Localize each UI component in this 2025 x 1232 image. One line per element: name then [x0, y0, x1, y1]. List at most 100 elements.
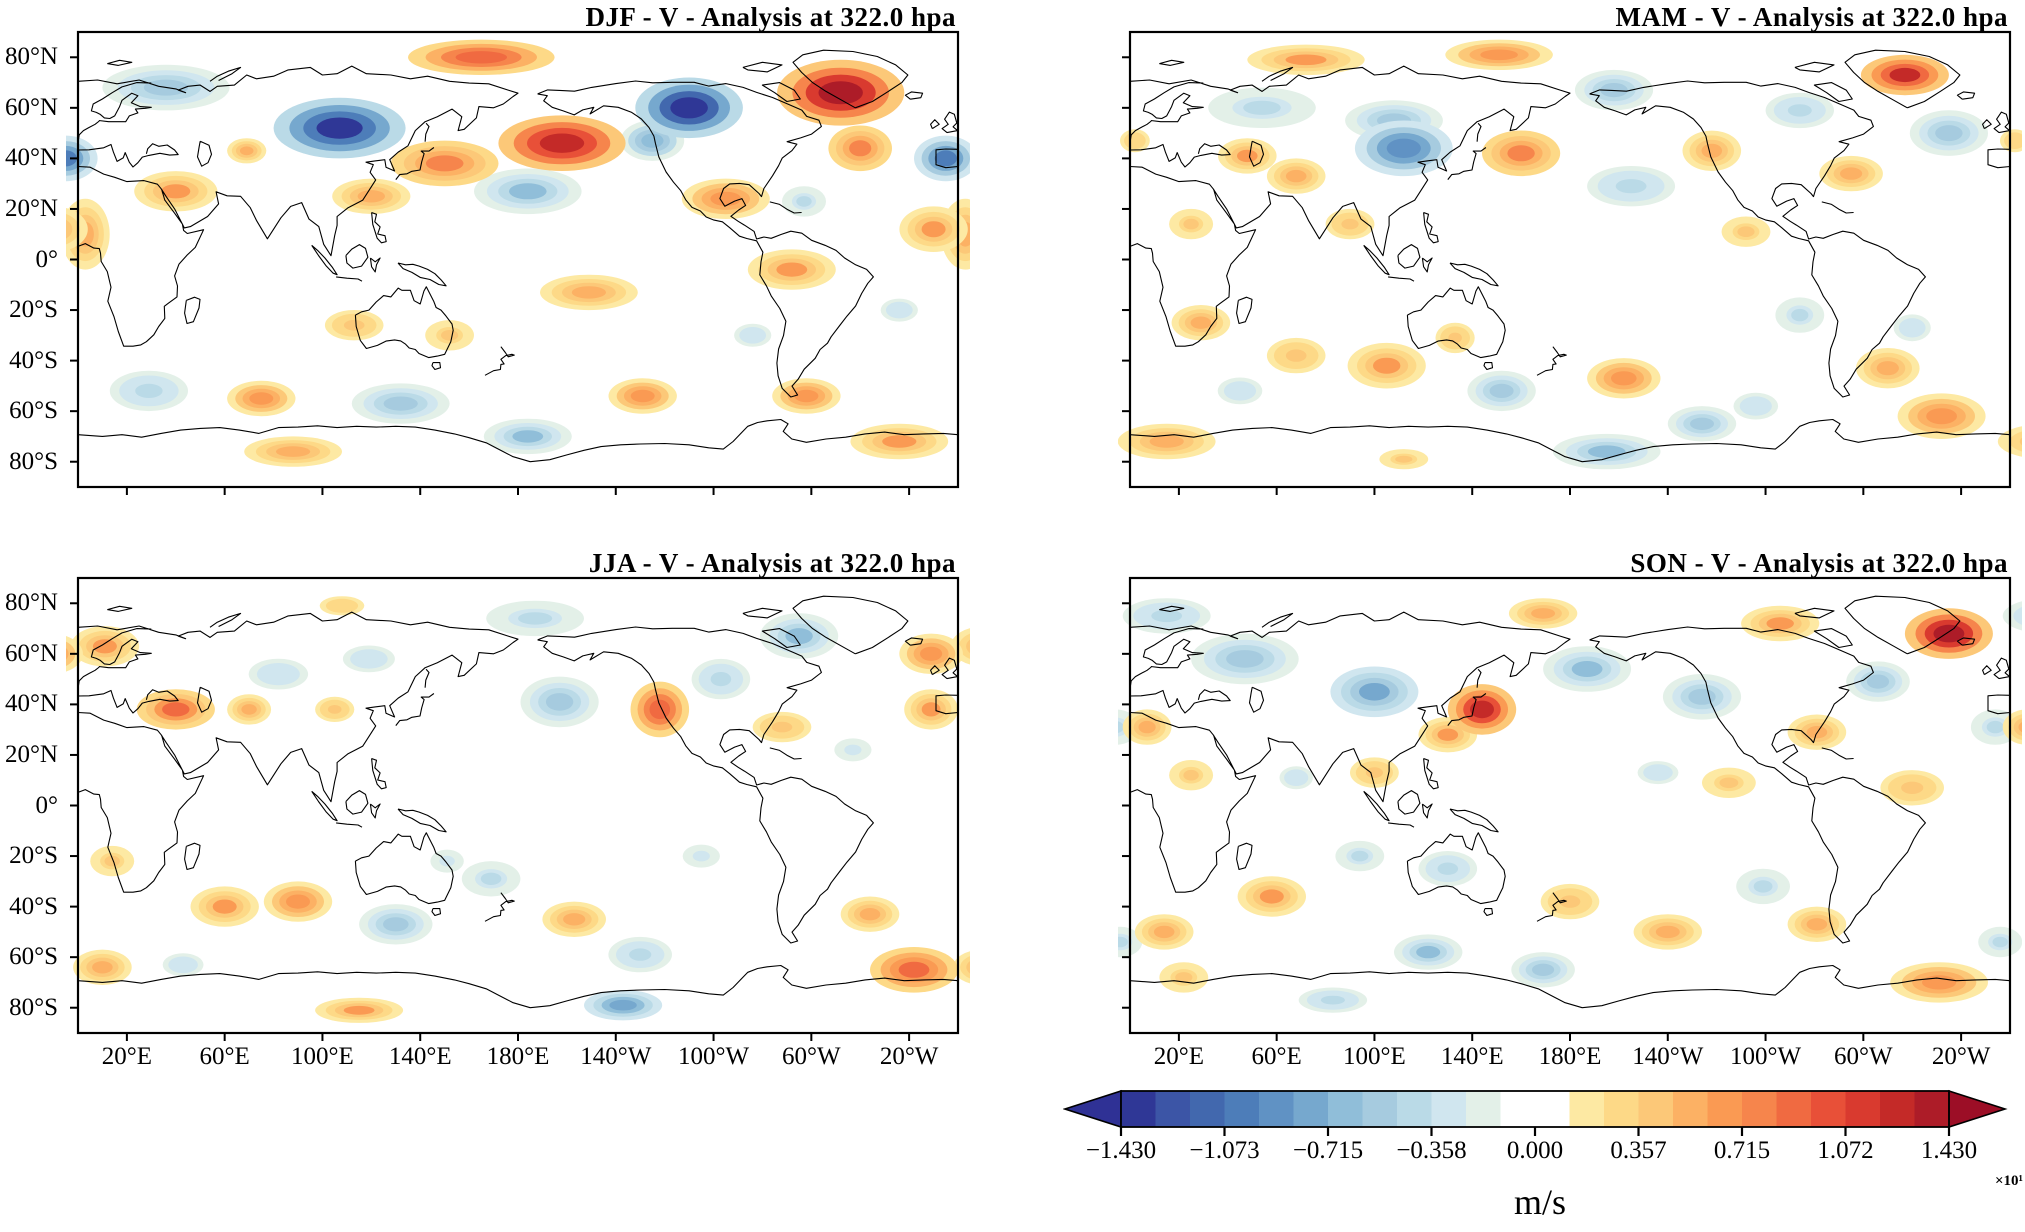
anomaly-contour: [1226, 650, 1264, 668]
anomaly-contour: [563, 913, 586, 926]
anomaly-contour: [1489, 383, 1514, 398]
anomaly-contour: [710, 672, 732, 687]
tick-marks: [1122, 56, 1963, 495]
y-tick-label: 20°N: [4, 194, 58, 222]
anomaly-contour: [383, 917, 409, 932]
colorbar-segment: [1293, 1091, 1329, 1127]
anomaly-contour: [441, 330, 459, 341]
anomaly-contour: [966, 639, 970, 654]
colorbar-segment: [1259, 1091, 1294, 1127]
anomaly-contour: [641, 133, 664, 148]
contour-field: [1118, 39, 2022, 470]
colorbar-segment: [1500, 1091, 1536, 1127]
anomaly-contour: [286, 894, 310, 909]
colorbar-segment: [1742, 1091, 1777, 1127]
colorbar-segment: [1604, 1091, 1639, 1127]
contour-field: [66, 39, 970, 467]
anomaly-contour: [383, 396, 418, 411]
anomaly-contour: [1903, 321, 1921, 334]
coastlines: [77, 49, 959, 463]
anomaly-contour: [1288, 772, 1304, 783]
anomaly-contour: [1876, 361, 1899, 376]
anomaly-contour: [1532, 963, 1555, 976]
anomaly-contour: [1791, 308, 1809, 322]
anomaly-contour: [2019, 437, 2022, 446]
colorbar-segment: [1845, 1091, 1881, 1127]
anomaly-contour: [135, 383, 163, 398]
coastlines: [1129, 595, 2011, 1009]
anomaly-contour: [1320, 995, 1345, 1005]
anomaly-contour: [249, 392, 274, 405]
anomaly-contour: [859, 908, 881, 921]
anomaly-contour: [480, 872, 502, 885]
anomaly-contour: [1395, 455, 1413, 463]
anomaly-contour: [509, 183, 547, 200]
x-tick-label: 100°W: [1730, 1043, 1802, 1070]
y-tick-label: 40°N: [4, 690, 58, 718]
colorbar-segment: [1328, 1091, 1363, 1127]
anomaly-contour: [2018, 722, 2022, 733]
colorbar-tick-label: 1.072: [1817, 1137, 1874, 1164]
anomaly-contour: [1933, 624, 1965, 643]
anomaly-contour: [1901, 781, 1924, 794]
anomaly-contour: [1243, 100, 1281, 115]
anomaly-contour: [934, 150, 957, 167]
y-tick-label: 80°N: [4, 589, 58, 617]
map-panel-mam: MAM - V - Analysis at 322.0 hpa: [1118, 2, 2022, 495]
anomaly-contour: [1840, 167, 1863, 180]
panel-title-djf: DJF - V - Analysis at 322.0 hpa: [585, 2, 956, 32]
colorbar-units-label: m/s: [1513, 1182, 1567, 1222]
anomaly-contour: [1183, 769, 1199, 781]
anomaly-contour: [356, 652, 381, 666]
anomaly-contour: [1922, 975, 1957, 990]
anomaly-contour: [425, 155, 464, 172]
colorbar-tick-label: −1.073: [1189, 1137, 1260, 1164]
colorbar-segment: [1776, 1091, 1812, 1127]
anomaly-contour: [239, 146, 254, 156]
anomaly-contour: [1118, 936, 1128, 948]
anomaly-contour: [104, 855, 120, 867]
anomaly-contour: [276, 446, 311, 457]
anomaly-contour: [1507, 145, 1535, 162]
colorbar-tick-label: −1.430: [1085, 1137, 1157, 1164]
anomaly-contour: [2008, 135, 2022, 146]
tick-marks: [70, 602, 911, 1041]
anomaly-contour: [212, 899, 237, 914]
map-plot-djf: [66, 30, 970, 495]
colorbar-segment: [1707, 1091, 1743, 1127]
anomaly-contour: [1416, 945, 1441, 959]
colorbar-segment: [1638, 1091, 1674, 1127]
anomaly-contour: [173, 959, 193, 971]
anomaly-contour: [1285, 169, 1307, 183]
y-tick-label: 0°: [35, 791, 59, 819]
anomaly-contour: [1531, 608, 1556, 619]
anomaly-contour: [2009, 431, 2022, 452]
anomaly-contour: [890, 304, 908, 316]
anomaly-contour: [960, 956, 970, 979]
y-tick-label: 80°N: [4, 43, 58, 71]
anomaly-contour: [1437, 862, 1459, 875]
anomaly-contour: [1285, 54, 1327, 66]
anomaly-contour: [1753, 880, 1773, 893]
anomaly-contour: [1690, 417, 1714, 430]
anomaly-contour: [771, 721, 793, 733]
anomaly-contour: [1373, 357, 1401, 374]
anomaly-contour: [629, 948, 652, 961]
x-tick-label: 140°E: [1440, 1043, 1504, 1070]
map-plot-mam: [1118, 30, 2022, 495]
colorbar-left-arrow: [1062, 1089, 1122, 1129]
anomaly-contour: [1151, 609, 1183, 623]
anomaly-contour: [571, 286, 606, 299]
anomaly-contour: [343, 1005, 375, 1015]
anomaly-contour: [1190, 316, 1212, 329]
anomaly-contour: [1365, 767, 1383, 778]
anomaly-contour: [818, 81, 863, 105]
anomaly-contour: [539, 133, 585, 153]
colorbar-segment: [1880, 1091, 1915, 1127]
anomaly-contour: [1183, 218, 1199, 230]
anomaly-contour: [1737, 226, 1755, 237]
coastlines: [1129, 49, 2011, 463]
colorbar-exponent: ×10¹: [1994, 1173, 2023, 1189]
anomaly-contour: [649, 699, 671, 720]
anomaly-contour: [796, 196, 812, 207]
